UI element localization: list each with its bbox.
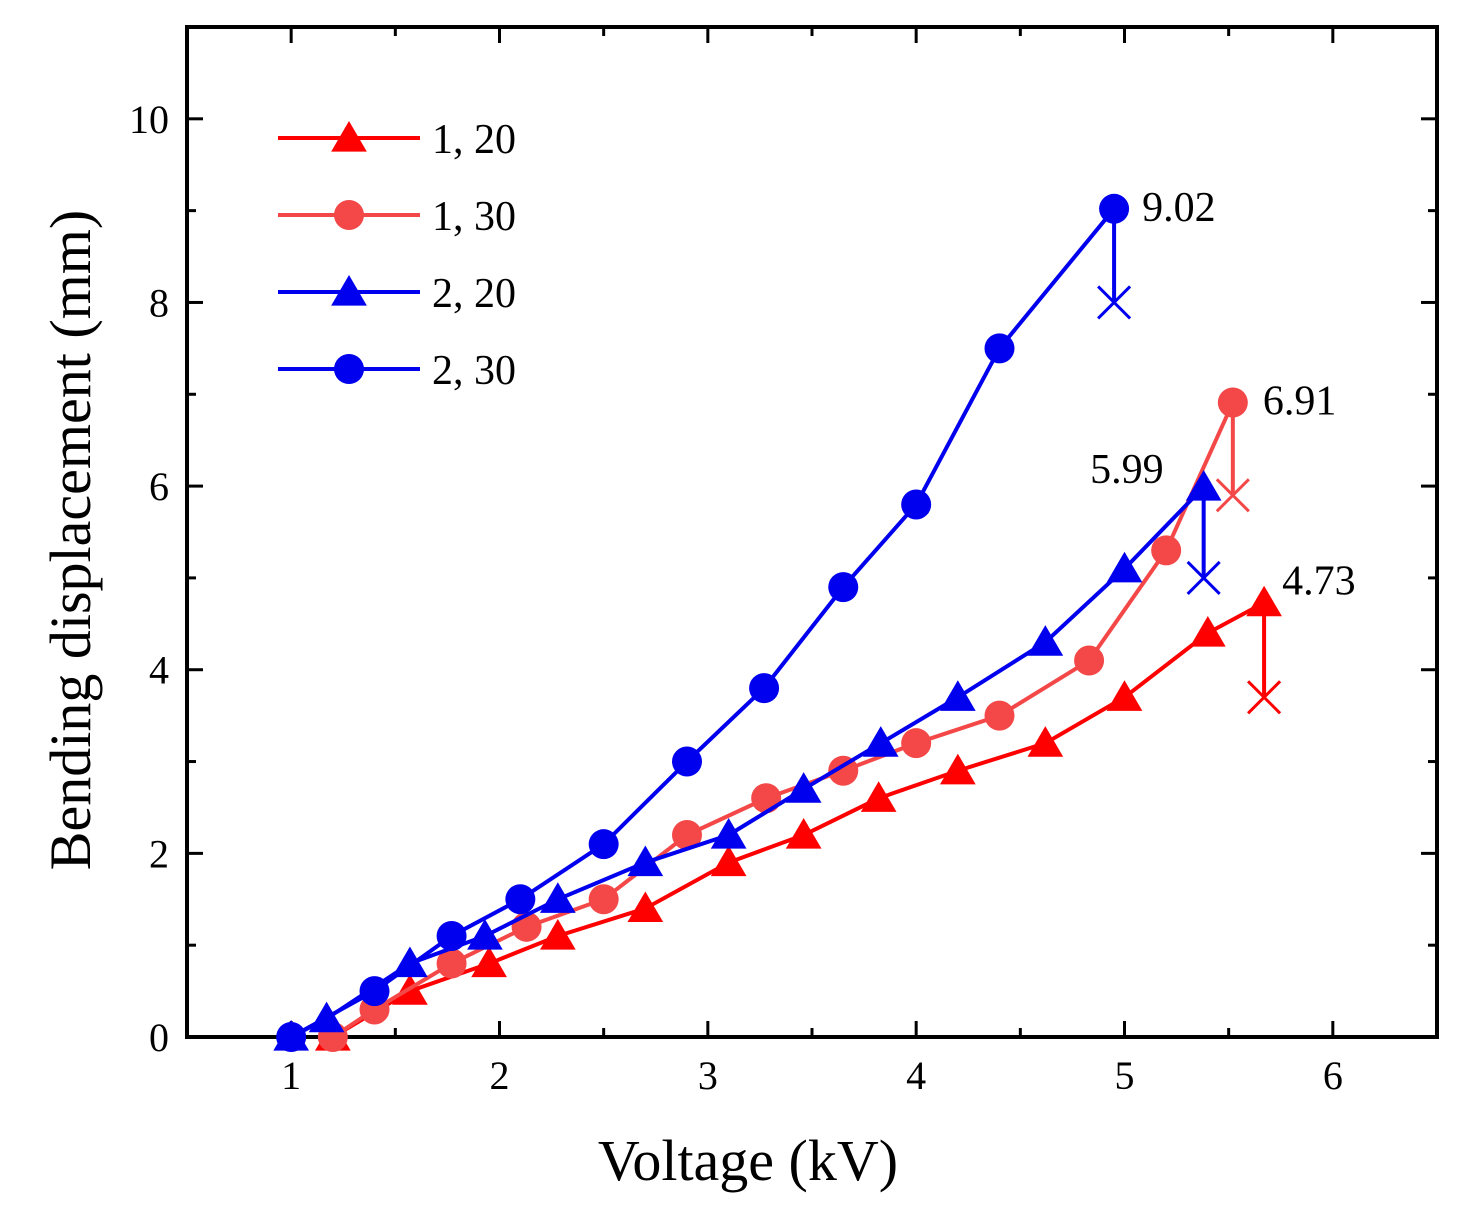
legend-label: 2, 20 (432, 271, 516, 317)
x-tick-label: 1 (281, 1053, 301, 1098)
legend-label: 1, 30 (432, 194, 516, 240)
legend-marker (331, 121, 367, 152)
data-point (984, 700, 1015, 731)
legend-item: 1, 30 (278, 194, 516, 240)
breakdown-cross-icon (1215, 478, 1250, 513)
data-point (785, 772, 822, 803)
annotation-max-value: 4.73 (1282, 559, 1356, 605)
legend-item: 2, 30 (278, 348, 516, 394)
data-point (359, 976, 390, 1007)
breakdown-cross-icon (1186, 560, 1221, 595)
y-tick-label: 10 (129, 97, 169, 142)
data-point (984, 333, 1015, 364)
y-tick-label: 8 (149, 280, 169, 325)
data-point (939, 753, 976, 785)
series-line (331, 600, 1266, 1039)
legend: 1, 20 1, 30 2, 20 2, 30 (278, 117, 516, 394)
data-point (436, 948, 467, 979)
data-point (1106, 680, 1143, 711)
data-point (672, 820, 702, 850)
data-point (785, 818, 822, 849)
x-tick-label: 6 (1323, 1053, 1343, 1098)
legend-marker (334, 354, 364, 384)
data-point (467, 919, 503, 950)
breakdown-cross-icon (1247, 680, 1282, 715)
series-1-20 (314, 585, 1282, 1051)
x-tick-label: 4 (906, 1053, 926, 1098)
data-point (471, 946, 507, 978)
x-tick-labels: 1 2 3 4 5 6 (281, 1053, 1343, 1098)
breakdown-cross-icon (1097, 285, 1132, 320)
data-point (828, 572, 859, 603)
x-tick-label: 5 (1115, 1053, 1135, 1098)
data-point (539, 882, 576, 913)
annotation-max-value: 6.91 (1263, 379, 1337, 425)
y-tick-label: 2 (149, 831, 169, 876)
data-point (588, 884, 619, 915)
data-point (505, 884, 536, 915)
y-tick-label: 6 (149, 464, 169, 509)
data-point (436, 921, 467, 951)
data-point (860, 781, 897, 812)
x-axis-title: Voltage (kV) (598, 1128, 898, 1193)
data-point (710, 818, 747, 849)
series-line (290, 207, 1116, 1039)
data-point (1189, 616, 1226, 647)
data-point (1151, 535, 1182, 566)
data-point (901, 489, 932, 520)
data-point (1074, 645, 1105, 676)
series-layer (273, 193, 1282, 1052)
data-point (1246, 585, 1282, 617)
legend-item: 2, 20 (278, 271, 516, 317)
legend-label: 2, 30 (432, 348, 516, 394)
legend-marker (331, 275, 367, 306)
y-tick-label: 0 (149, 1015, 169, 1060)
axis-ticks (185, 25, 1439, 1039)
x-tick-label: 3 (698, 1053, 718, 1098)
y-tick-label: 4 (149, 648, 169, 693)
x-tick-label: 2 (490, 1053, 510, 1098)
legend-label: 1, 20 (432, 117, 516, 163)
annotation-max-value: 9.02 (1142, 185, 1216, 231)
data-point (627, 845, 664, 877)
data-point (1027, 726, 1064, 757)
data-point (710, 845, 747, 877)
data-point (276, 1022, 307, 1052)
data-point (627, 891, 664, 923)
data-point (672, 746, 702, 777)
data-point (588, 829, 619, 860)
plot-frame (185, 25, 1439, 1039)
series-2-30 (276, 193, 1132, 1052)
data-point (1185, 470, 1222, 501)
data-point (392, 946, 428, 978)
legend-item: 1, 20 (278, 117, 516, 163)
y-tick-labels: 0 2 4 6 8 10 (129, 97, 169, 1060)
y-axis-title: Bending displacement (mm) (38, 210, 103, 870)
annotations: 4.73 6.91 5.99 9.02 (1090, 185, 1355, 605)
data-point (749, 673, 780, 704)
data-point (1106, 551, 1143, 583)
data-point (539, 919, 576, 950)
legend-marker (334, 200, 364, 230)
data-point (862, 726, 899, 757)
data-point (1027, 625, 1064, 656)
data-point (751, 783, 782, 814)
data-point (901, 728, 932, 759)
annotation-max-value: 5.99 (1090, 447, 1164, 493)
data-point (939, 680, 976, 711)
